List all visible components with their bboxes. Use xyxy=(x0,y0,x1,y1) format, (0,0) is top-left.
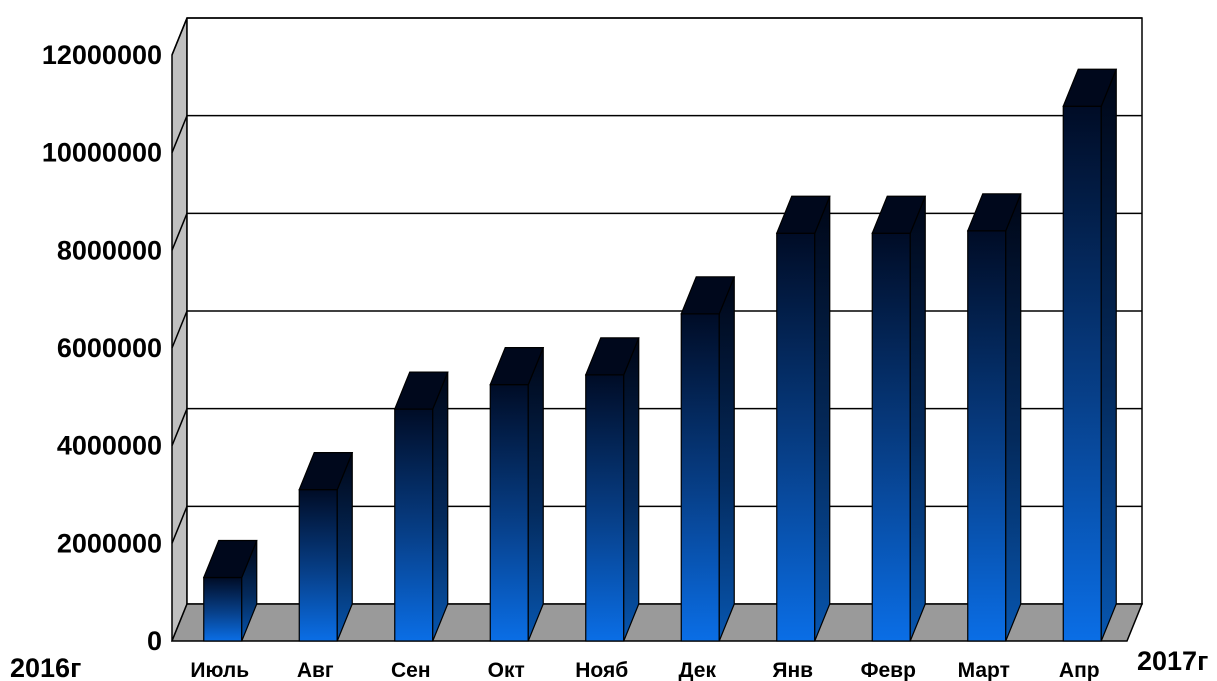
x-end-year-label: 2017г xyxy=(1137,646,1208,676)
bar-top xyxy=(680,276,736,315)
bar-front xyxy=(871,232,911,642)
y-tick-label: 0 xyxy=(147,626,162,656)
x-category-label: Авг xyxy=(297,659,334,681)
x-category-label: Март xyxy=(958,659,1010,681)
x-category-label: Окт xyxy=(488,659,525,681)
y-tick-label: 8000000 xyxy=(57,235,162,265)
gridline-side xyxy=(171,408,188,446)
bar-front xyxy=(394,408,434,642)
x-start-year-label: 2016г xyxy=(10,653,81,681)
bar-side xyxy=(527,347,544,642)
gridline-side xyxy=(171,115,188,153)
gridline-side xyxy=(171,310,188,349)
bar-front xyxy=(776,232,816,642)
bar xyxy=(584,337,640,642)
bar xyxy=(966,193,1022,642)
bar-top xyxy=(871,195,927,234)
bar-front xyxy=(585,374,625,642)
bar-side xyxy=(718,276,735,642)
bar xyxy=(871,195,927,642)
gridline-side xyxy=(171,17,188,56)
bar-front xyxy=(298,489,338,642)
bar xyxy=(489,347,545,642)
x-category-label: Сен xyxy=(391,659,431,681)
gridline-side xyxy=(171,213,188,251)
bar xyxy=(1062,68,1118,642)
bar xyxy=(393,371,449,642)
x-category-label: Нояб xyxy=(575,659,628,681)
bar-front xyxy=(489,384,529,642)
y-tick-label: 12000000 xyxy=(42,40,162,70)
x-category-label: Дек xyxy=(679,659,717,681)
bar-front xyxy=(1062,105,1102,642)
x-category-label: Июль xyxy=(190,659,249,681)
bar xyxy=(775,195,831,642)
gridline-side xyxy=(171,506,188,544)
bar-front xyxy=(680,313,720,642)
bar-top xyxy=(202,539,258,579)
y-tick-label: 6000000 xyxy=(57,333,162,363)
bar-side xyxy=(1005,193,1022,642)
x-category-label: Февр xyxy=(861,659,916,681)
bar-top xyxy=(489,347,545,386)
bar-side xyxy=(1100,69,1117,642)
bar-front xyxy=(203,576,243,642)
bar xyxy=(680,276,736,642)
bar-top xyxy=(393,371,449,410)
bar xyxy=(298,452,354,642)
bar-side xyxy=(623,337,640,642)
bar-top xyxy=(584,337,640,376)
bar-top xyxy=(775,195,831,234)
y-tick-label: 10000000 xyxy=(42,138,162,168)
bar-side xyxy=(909,196,926,642)
bar-top xyxy=(1062,68,1118,107)
bar xyxy=(202,539,258,642)
y-tick-label: 4000000 xyxy=(57,431,162,461)
bar-side xyxy=(432,371,449,642)
y-tick-label: 2000000 xyxy=(57,528,162,558)
bar-front xyxy=(967,230,1007,642)
bar-top xyxy=(298,452,354,491)
bar-top xyxy=(966,193,1022,232)
x-category-label: Апр xyxy=(1059,659,1100,681)
x-category-label: Янв xyxy=(772,659,813,681)
bar-side xyxy=(814,196,831,642)
